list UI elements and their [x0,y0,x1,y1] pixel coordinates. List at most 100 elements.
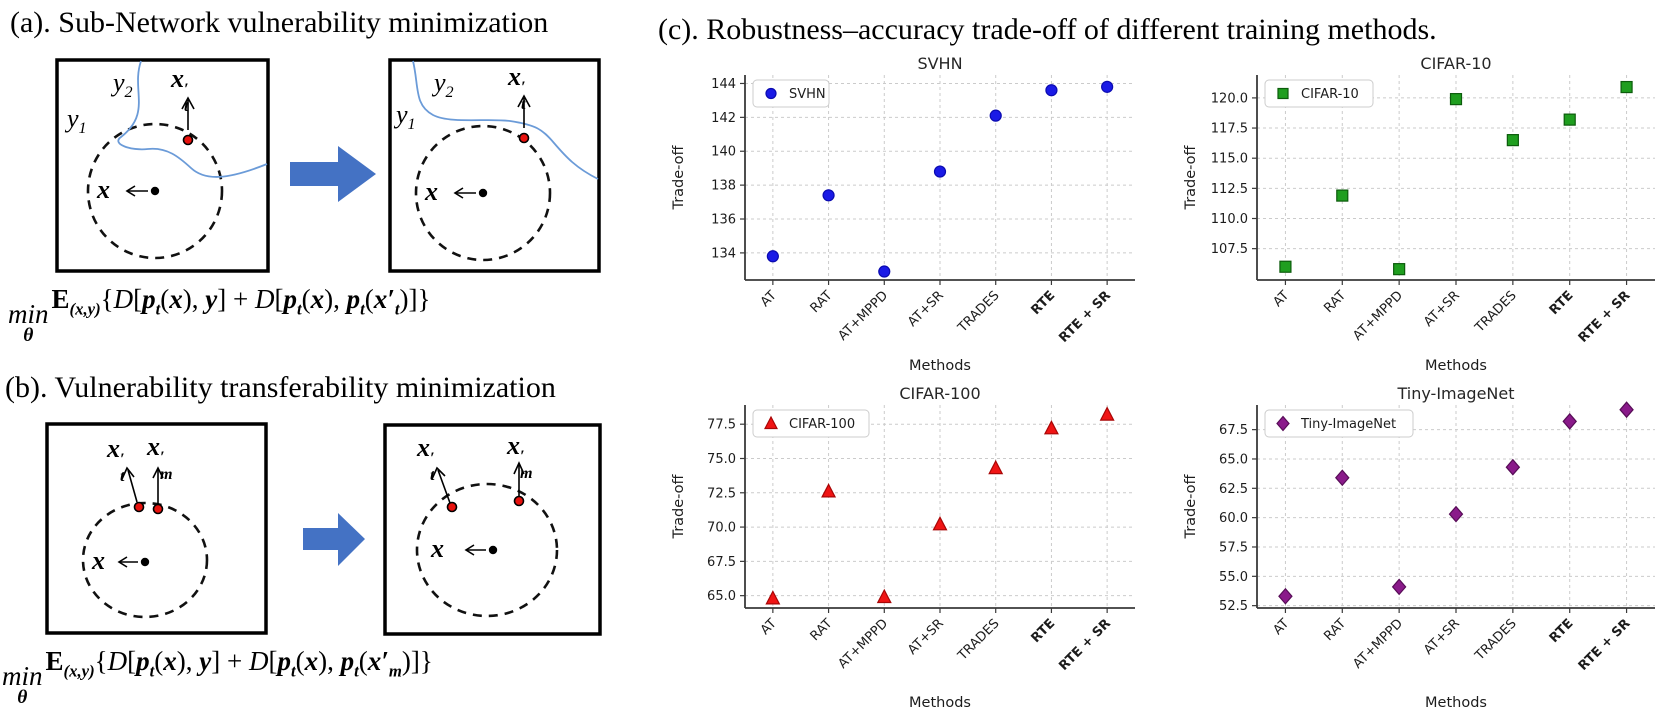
x-tick-label: AT+MPPD [836,288,892,344]
min-operator: min θ [8,298,49,347]
y-tick-label: 55.0 [1219,570,1248,585]
y-tick-label: 140 [711,145,736,160]
legend-label: CIFAR-100 [789,417,855,432]
label-x: x [425,177,438,206]
x-tick-label: AT+SR [905,616,947,658]
y-tick-label: 120.0 [1211,91,1248,106]
x-tick-label: AT+MPPD [836,616,892,672]
legend-marker-icon [765,87,777,100]
label-x: x [97,175,110,204]
formula-token: { [100,284,114,314]
formula-token: m [388,661,402,681]
formula-token: )]} [399,284,431,314]
data-point [1506,134,1519,147]
data-point [989,109,1002,122]
panel-b-formula: min θ E(x,y){D[pt(x), y] + D[pt(x), pt(x′m… [2,646,433,708]
formula-token: x [163,646,177,676]
data-point [1562,413,1578,430]
x-tick-label: RTE + SR [1056,288,1114,346]
label-y1: y1 [67,104,87,138]
label-y2: y2 [434,68,454,102]
y-tick-label: 67.5 [707,555,736,570]
y-tick-label: 67.5 [1219,423,1248,438]
x-tick-label: AT [758,616,780,638]
y-axis-label: Trade-off [1183,473,1199,539]
x-tick-label: RAT [1321,616,1349,644]
data-point [1101,80,1114,93]
legend-marker-icon [764,415,778,430]
formula-token: ( [301,284,311,314]
formula-token: t [155,299,161,319]
chart-cifar100: 65.0 67.5 70.0 72.5 75.0 77.5 AT RAT AT+MPPD AT+S… [650,384,1145,714]
label-x-prime-t: x ′ t [107,434,125,486]
formula-token: ), [176,646,200,676]
y-tick-label: 72.5 [707,486,736,501]
formula-token: t [149,661,155,681]
data-point [1043,420,1059,435]
legend-label: SVHN [789,87,826,102]
formula-token: x [304,646,319,676]
formula-token: y [199,646,212,676]
chart-svg-cifar100: 65.0 67.5 70.0 72.5 75.0 77.5 AT RAT AT+MPPD AT+S… [671,384,1135,711]
data-point [1099,406,1115,421]
formula-token: ), [182,284,206,314]
x-tick-label: AT+MPPD [1350,616,1406,672]
decision-boundary-curve [412,60,599,180]
panel-b-after-svg [383,423,602,636]
legend-box [1264,79,1374,108]
x-tick-label: AT+SR [905,288,947,330]
formula-token: [ [268,646,278,676]
formula-token: t [360,299,365,319]
chart-title: Tiny-ImageNet [1396,385,1514,403]
data-point [1505,458,1521,476]
adversarial-point-dot [182,134,194,146]
y-tick-label: 70.0 [707,521,736,536]
formula-token: t [296,299,302,319]
label-x-prime-t: x ′ t [417,433,435,485]
data-point [1278,587,1293,605]
y-tick-label: 115.0 [1211,152,1248,167]
panel-b-after-box: x ′ t x ′ m x [383,423,602,636]
data-point [1336,189,1349,202]
y-tick-label: 136 [711,213,736,228]
prime-sub-stack: ′ t [521,79,526,114]
formula-token: t [290,661,296,681]
x-tick-label: RAT [808,288,836,316]
y-tick-label: 112.5 [1211,182,1248,197]
y-tick-label: 60.0 [1219,511,1248,526]
data-point [988,459,1004,475]
chart-svhn: 134 136 138 140 142 144 AT RAT AT+MPPD AT+SR TRADE… [650,54,1145,377]
formula-token: { [94,646,108,676]
data-point [1563,113,1576,126]
panel-a-heading: (a). Sub-Network vulnerability minimizat… [10,6,549,39]
formula-token: )]} [401,646,433,676]
adversarial-point-dot [518,132,530,144]
data-point [1334,469,1350,487]
label-x-prime-m: x ′ m [507,431,533,483]
formula-token: ( [358,646,368,676]
label-x-prime-m: x ′ m [147,432,173,484]
perturbation-ball-circle [414,124,552,262]
formula-token: ), [324,284,347,314]
panel-c-heading: (c). Robustness–accuracy trade-off of di… [658,13,1437,46]
perturbation-ball-circle [86,122,224,260]
formula-token: t [354,661,359,681]
chart-svg-cifar10: 107.5 110.0 112.5 115.0 117.5 120.0 AT RAT AT+MP… [1183,54,1655,374]
y-tick-label: 65.0 [707,589,736,604]
panel-a-before-svg [55,58,270,273]
y-axis-label: Trade-off [1183,144,1199,210]
formula-token: ] + [211,646,249,676]
x-tick-label: RTE [1547,288,1577,318]
x-tick-label: TRADES [1472,288,1520,336]
arrow-shape [290,146,376,202]
perturbation-arrow-line [127,469,138,503]
legend-box [1264,409,1414,438]
diagram-frame [45,422,268,635]
data-point [1448,505,1464,523]
data-point [1391,578,1407,596]
x-tick-label: AT+MPPD [1350,288,1406,344]
y-tick-label: 134 [711,246,736,261]
y-axis-label: Trade-off [671,144,687,210]
panel-b-before-box: x ′ t x ′ m x [45,422,268,635]
formula-token: p [346,284,361,314]
